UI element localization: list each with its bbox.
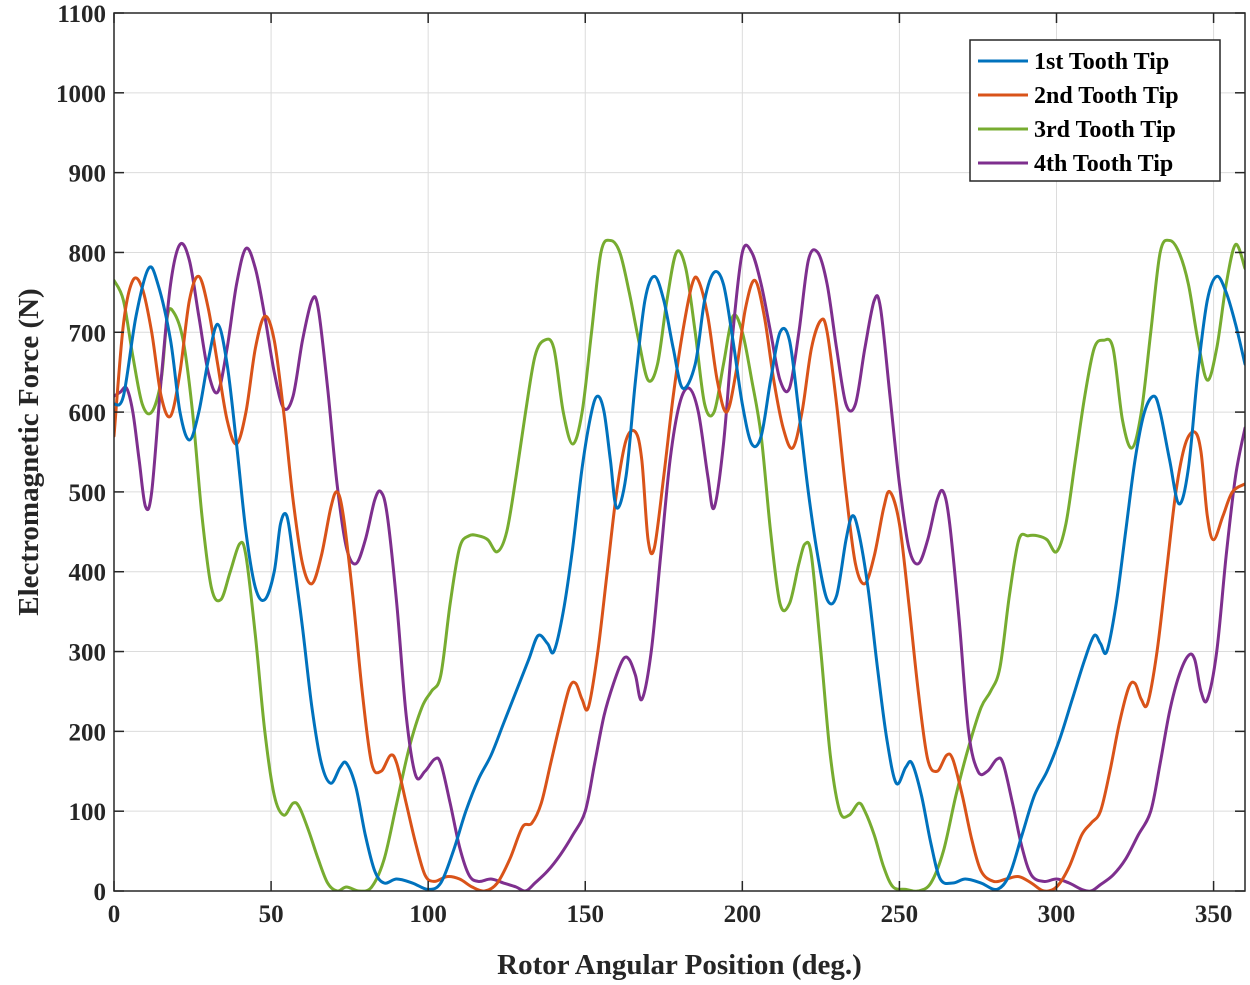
x-tick-label: 0 <box>108 901 121 928</box>
x-tick-label: 150 <box>567 901 605 928</box>
legend: 1st Tooth Tip 2nd Tooth Tip 3rd Tooth Tip 4… <box>969 39 1221 182</box>
y-tick-label: 400 <box>69 560 107 587</box>
y-tick-label: 100 <box>69 799 107 826</box>
y-tick-label: 900 <box>69 161 107 188</box>
legend-label: 4th Tooth Tip <box>1034 151 1173 177</box>
plot-area-border <box>113 12 1246 892</box>
y-axis-title: Electromagnetic Force (N) <box>13 288 45 615</box>
y-tick-label: 800 <box>69 240 107 267</box>
legend-label: 1st Tooth Tip <box>1034 49 1169 75</box>
x-tick-label: 200 <box>724 901 762 928</box>
x-tick-label: 250 <box>881 901 919 928</box>
tick-labels: 0 50 100 150 200 250 300 350 0 100 200 300 400 500 600… <box>56 1 1232 928</box>
y-tick-label: 1100 <box>57 1 106 28</box>
y-tick-label: 700 <box>69 320 107 347</box>
series-layer <box>114 238 1245 891</box>
legend-label: 3rd Tooth Tip <box>1034 117 1176 143</box>
x-tick-label: 350 <box>1195 901 1233 928</box>
legend-label: 2nd Tooth Tip <box>1034 83 1179 109</box>
y-tick-label: 1000 <box>56 81 106 108</box>
y-tick-label: 200 <box>69 719 107 746</box>
series-line-1st-tooth-tip <box>114 265 1245 891</box>
x-tick-label: 300 <box>1038 901 1076 928</box>
x-axis-title: Rotor Angular Position (deg.) <box>497 949 862 981</box>
series-line-4th-tooth-tip <box>114 242 1245 891</box>
series-line-3rd-tooth-tip <box>114 238 1245 891</box>
axis-ticks <box>113 12 1245 892</box>
x-tick-label: 100 <box>409 901 447 928</box>
y-tick-label: 300 <box>69 640 107 667</box>
legend-box <box>969 39 1221 182</box>
series-line-2nd-tooth-tip <box>114 274 1245 891</box>
y-tick-label: 500 <box>69 480 107 507</box>
y-tick-label: 600 <box>69 400 107 427</box>
x-tick-label: 50 <box>259 901 284 928</box>
y-tick-label: 0 <box>94 879 107 906</box>
